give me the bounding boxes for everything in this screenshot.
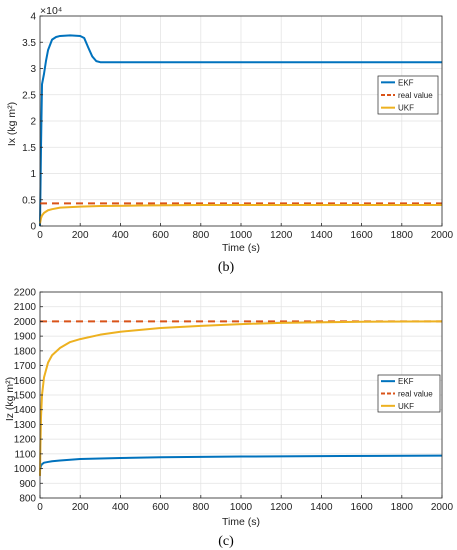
chart-iz-ytick-label: 800: [19, 494, 36, 505]
chart-iz-ytick-label: 1000: [14, 464, 37, 475]
chart-ix-series-ekf-line: [39, 34, 442, 227]
chart-iz-ytick-label: 1900: [14, 332, 37, 343]
chart-iz-ytick-label: 1300: [14, 420, 37, 431]
chart-ix-xtick-label: 200: [72, 230, 89, 241]
chart-ix-xtick-label: 1400: [310, 230, 333, 241]
chart-iz-ytick-label: 1500: [14, 391, 37, 402]
chart-iz-ytick-label: 1400: [14, 405, 37, 416]
chart-ix-xtick-label: 1600: [350, 230, 373, 241]
chart-iz: Iz (kg m²) Time (s) (c) 0 200 400 600 800 100…: [4, 288, 454, 550]
chart-iz-xtick-label: 1800: [391, 502, 414, 513]
chart-iz-xtick-label: 1600: [350, 502, 373, 513]
chart-iz-caption: (c): [218, 534, 234, 549]
chart-iz-xtick-label: 800: [192, 502, 209, 513]
chart-iz-xtick-label: 0: [37, 502, 43, 513]
chart-ix-xtick-label: 800: [192, 230, 209, 241]
chart-ix-xtick-label: 2000: [431, 230, 454, 241]
chart-ix-ytick-label: 1: [30, 169, 36, 180]
chart-iz-ytick-label: 2200: [14, 288, 37, 299]
chart-iz-xlabel: Time (s): [222, 516, 260, 528]
chart-iz-series-ekf-line: [39, 454, 443, 471]
chart-ix-ytick-label: 0: [30, 222, 36, 233]
chart-iz-ytick-label: 900: [19, 479, 36, 490]
chart-ix-ytick-label: 4: [30, 12, 36, 23]
chart-iz-ytick-label: 1800: [14, 346, 37, 357]
svg-text:Ix (kg m²): Ix (kg m²): [6, 102, 18, 146]
chart-iz-xtick-label: 1400: [310, 502, 333, 513]
chart-ix-exponent-label: ×10⁴: [40, 5, 62, 17]
chart-ix-xlabel: Time (s): [222, 242, 260, 254]
chart-ix-legend-entry: UKF: [398, 104, 414, 113]
chart-ix-series-ukf-line: [39, 204, 442, 224]
chart-ix-ytick-label: 0.5: [22, 195, 36, 206]
chart-iz-ytick-label: 2000: [14, 317, 37, 328]
chart-ix-ylabel: Ix (kg m²): [6, 102, 18, 146]
chart-iz-ytick-label: 1200: [14, 435, 37, 446]
chart-ix-ytick-label: 3.5: [22, 38, 36, 49]
chart-ix-xtick-label: 1200: [270, 230, 293, 241]
chart-ix-ytick-label: 1.5: [22, 143, 36, 154]
chart-iz-xtick-label: 200: [72, 502, 89, 513]
chart-iz-xtick-label: 1000: [230, 502, 253, 513]
chart-ix-ytick-label: 2.5: [22, 90, 36, 101]
chart-ix: ×10⁴ Ix (kg m²) Time (s) (b) 0 200 400 600 8…: [6, 5, 454, 275]
chart-iz-series-ukf-line: [39, 320, 443, 476]
chart-iz-xtick-label: 2000: [431, 502, 454, 513]
chart-ix-xtick-label: 1000: [230, 230, 253, 241]
chart-ix-legend-entry: real value: [398, 91, 433, 100]
chart-ix-ytick-label: 2: [30, 117, 36, 128]
chart-iz-ytick-label: 1600: [14, 376, 37, 387]
chart-ix-legend-entry: EKF: [398, 78, 414, 87]
chart-iz-legend-entry: real value: [398, 390, 433, 399]
chart-iz-ytick-label: 1700: [14, 361, 37, 372]
svg-text:Iz (kg m²): Iz (kg m²): [4, 377, 16, 421]
chart-ix-xtick-label: 400: [112, 230, 129, 241]
chart-ix-ytick-label: 3: [30, 64, 36, 75]
chart-iz-xtick-label: 600: [152, 502, 169, 513]
chart-iz-ylabel: Iz (kg m²): [4, 377, 16, 421]
chart-ix-xtick-label: 0: [37, 230, 43, 241]
chart-iz-ytick-label: 1100: [14, 449, 36, 460]
chart-ix-caption: (b): [218, 260, 235, 275]
chart-iz-legend-entry: UKF: [398, 402, 414, 411]
chart-ix-xtick-label: 600: [152, 230, 169, 241]
chart-iz-ytick-label: 2100: [14, 302, 37, 313]
chart-iz-xtick-label: 400: [112, 502, 129, 513]
chart-ix-xtick-label: 1800: [391, 230, 414, 241]
chart-iz-legend-entry: EKF: [398, 377, 414, 386]
chart-iz-xtick-label: 1200: [270, 502, 293, 513]
